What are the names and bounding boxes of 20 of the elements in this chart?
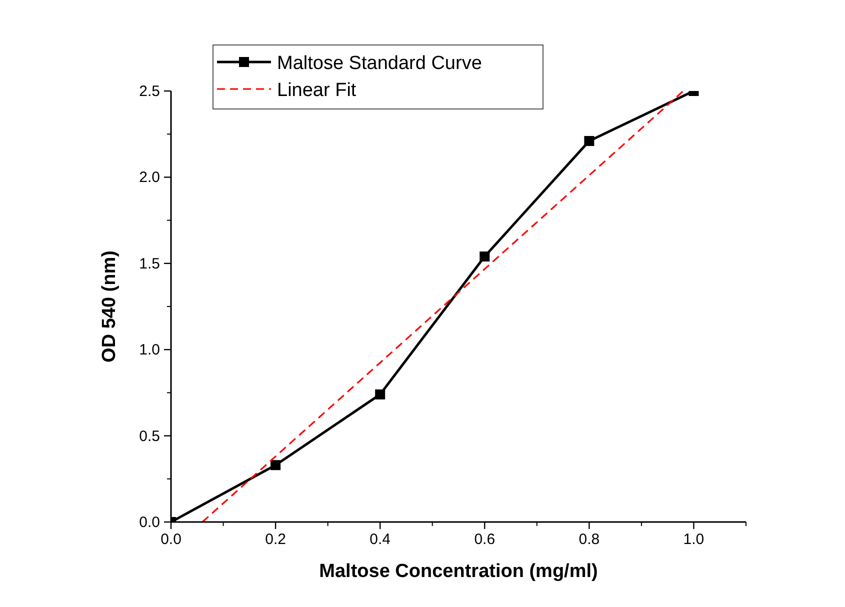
x-tick-label: 1.0 [683, 531, 704, 548]
y-tick-label: 2.0 [139, 169, 160, 186]
x-tick-label: 0.2 [265, 531, 286, 548]
point [584, 136, 594, 146]
point [480, 252, 490, 262]
x-tick-label: 0.0 [160, 531, 182, 548]
x-axis-title: Maltose Concentration (mg/ml) [319, 561, 598, 582]
y-tick-label: 1.0 [139, 342, 160, 359]
x-tick-label: 0.8 [578, 531, 600, 548]
point [375, 389, 386, 400]
y-tick-label: 0.5 [139, 428, 160, 445]
y-tick-label: 0.0 [139, 514, 160, 531]
y-tick-label: 1.5 [139, 255, 160, 272]
x-tick-label: 0.4 [370, 531, 391, 548]
y-tick-label: 2.5 [139, 83, 160, 100]
x-tick-label: 0.6 [474, 531, 496, 548]
y-axis-title: OD 540 (nm) [99, 250, 120, 362]
legend-label: Maltose Standard Curve [277, 53, 482, 74]
legend-label: Linear Fit [277, 80, 357, 101]
point [270, 460, 281, 470]
